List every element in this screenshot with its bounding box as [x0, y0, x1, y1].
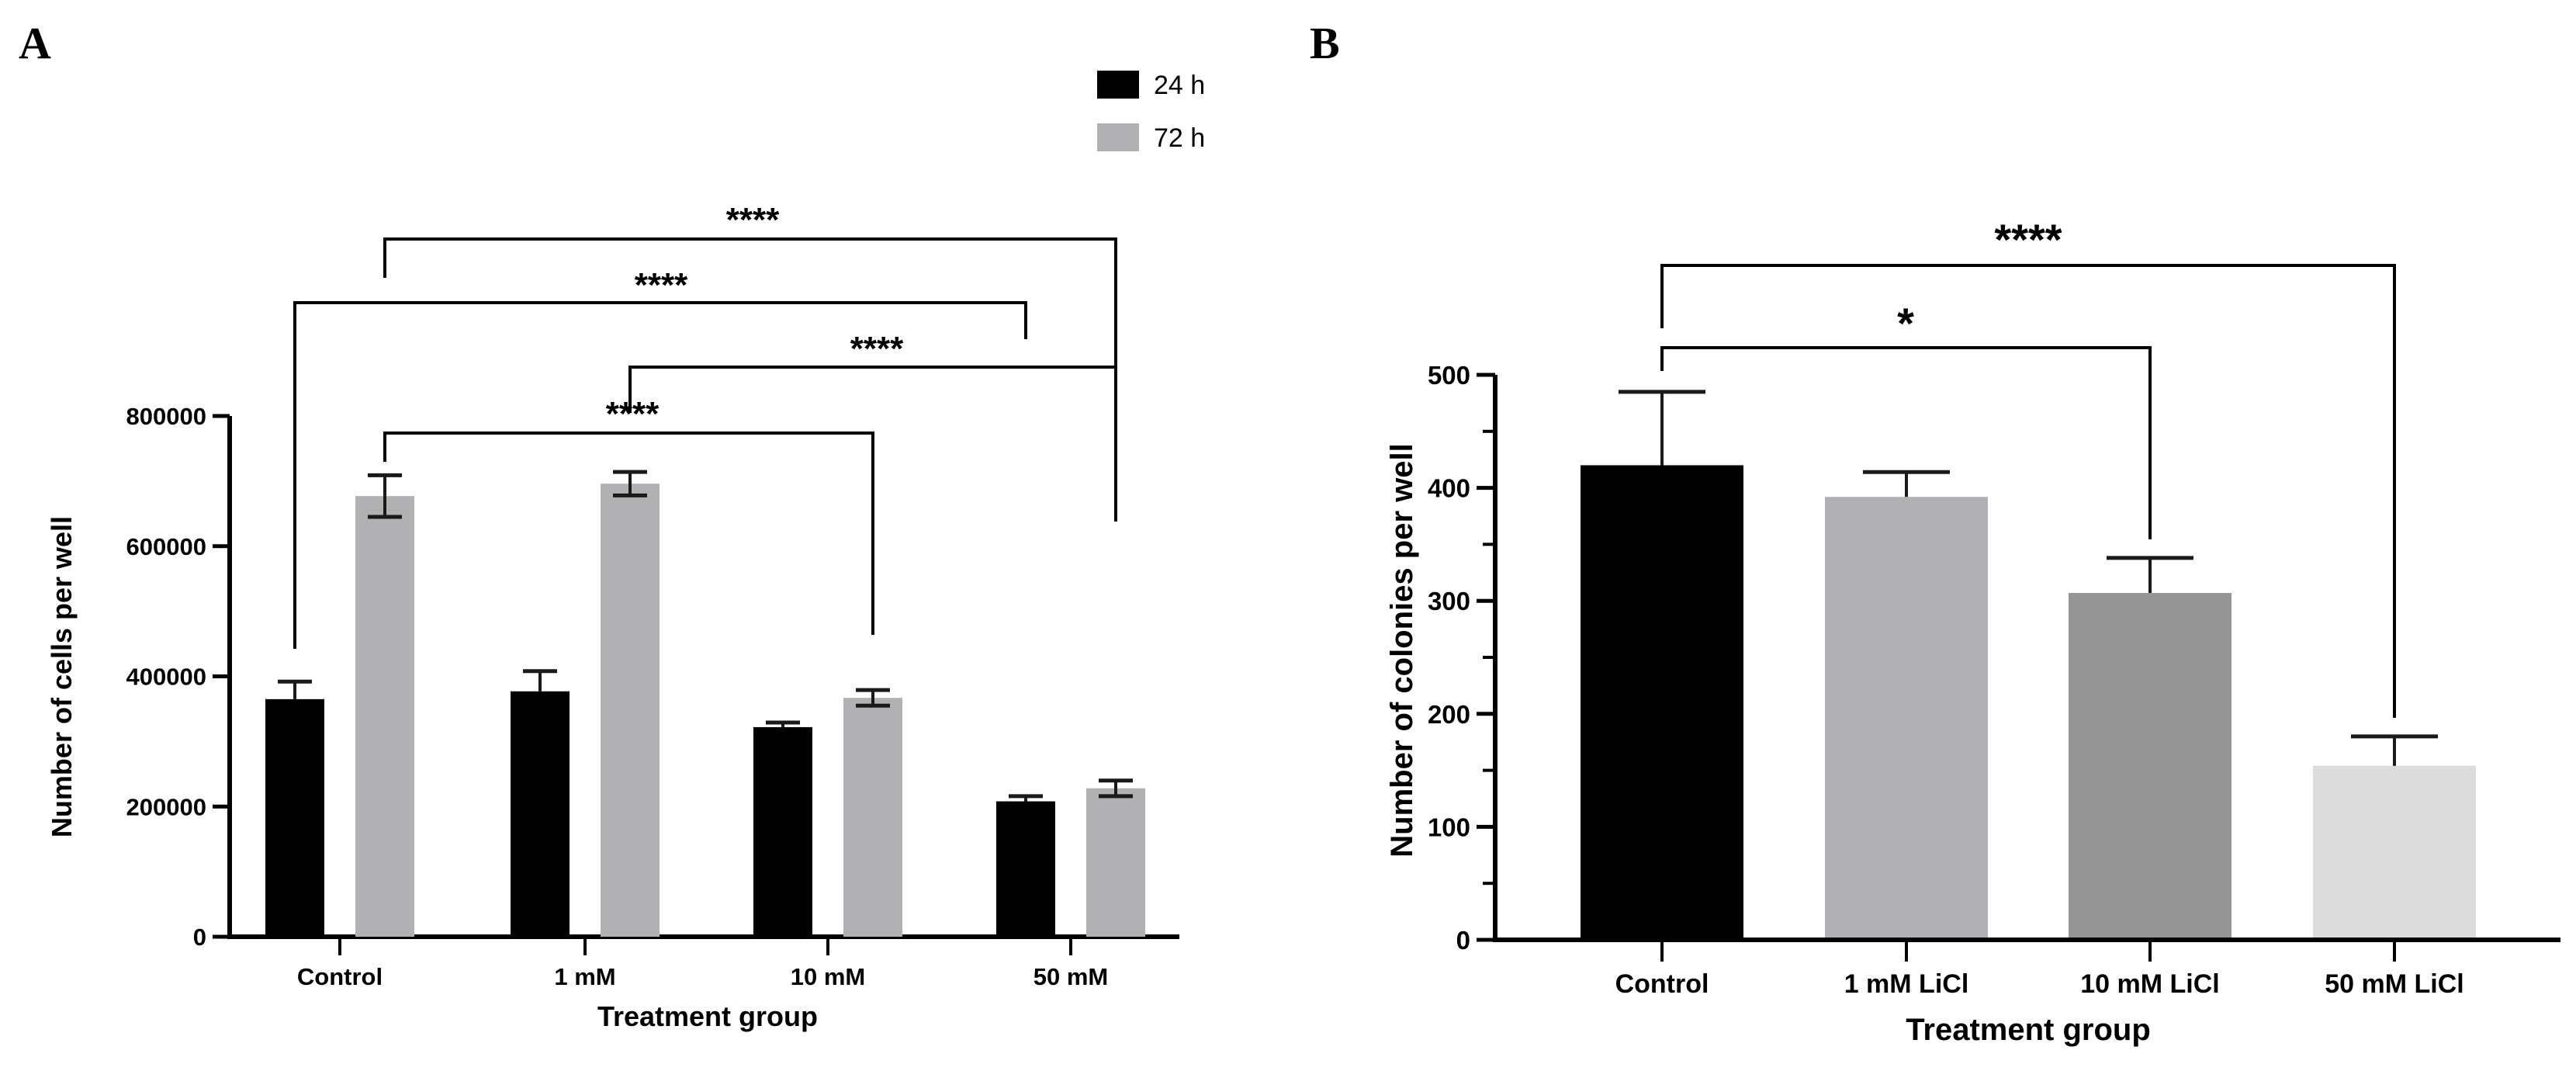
significance-label: **** — [1994, 215, 2062, 264]
y-tick-label: 200 — [1428, 700, 1470, 729]
x-tick-label: 1 mM LiCl — [1844, 969, 1969, 999]
y-tick-label: 500 — [1428, 361, 1470, 390]
legend-swatch-72h — [1097, 123, 1139, 151]
y-tick-label: 100 — [1428, 813, 1470, 841]
bar-24h-0 — [265, 698, 324, 937]
bar-72h-3 — [1086, 788, 1145, 937]
y-tick-label: 0 — [193, 924, 206, 951]
x-axis-title: Treatment group — [1906, 1013, 2151, 1047]
significance-bracket — [628, 366, 1117, 522]
x-tick-label: 10 mM — [791, 963, 865, 990]
significance-label: **** — [726, 201, 780, 239]
y-tick-label: 800000 — [126, 403, 206, 430]
x-axis-title: Treatment group — [597, 1000, 818, 1032]
bar-72h-0 — [355, 496, 414, 937]
significance-bracket — [293, 301, 1027, 649]
bar-72h-1 — [601, 484, 660, 937]
y-tick-label: 400000 — [126, 664, 206, 691]
significance-label: * — [1897, 299, 1914, 348]
bar-24h-3 — [996, 801, 1055, 937]
significance-label: **** — [635, 266, 688, 304]
x-tick-label: 50 mM — [1034, 963, 1108, 990]
x-tick-label: 50 mM LiCl — [2325, 969, 2463, 999]
panel-label-b: B — [1310, 18, 1340, 68]
panel-label-a: A — [19, 18, 51, 68]
significance-bracket — [1660, 264, 2396, 718]
y-axis-title: Number of colonies per well — [1385, 443, 1419, 857]
significance-bracket — [383, 432, 874, 635]
bar-24h-2 — [753, 726, 812, 937]
y-tick-label: 300 — [1428, 587, 1470, 615]
legend-label: 72 h — [1154, 123, 1205, 153]
x-tick-label: Control — [1615, 969, 1709, 999]
bar-24h-1 — [511, 691, 570, 937]
significance-bracket — [1660, 346, 2152, 539]
x-tick-label: 1 mM — [554, 963, 615, 990]
bar-2 — [2069, 593, 2231, 940]
y-tick-label: 0 — [1456, 926, 1470, 955]
bar-72h-2 — [843, 698, 902, 937]
bar-0 — [1581, 465, 1743, 940]
x-tick-label: Control — [297, 963, 383, 990]
legend-swatch-24h — [1097, 71, 1139, 99]
bar-3 — [2313, 765, 2476, 940]
legend-label: 24 h — [1154, 71, 1205, 100]
y-tick-label: 400 — [1428, 474, 1470, 503]
significance-label: **** — [606, 395, 660, 433]
significance-label: **** — [850, 330, 904, 368]
bar-1 — [1825, 497, 1988, 940]
y-tick-label: 200000 — [126, 793, 206, 820]
y-tick-label: 600000 — [126, 533, 206, 560]
x-tick-label: 10 mM LiCl — [2080, 969, 2219, 999]
y-axis-title: Number of cells per well — [46, 516, 78, 837]
